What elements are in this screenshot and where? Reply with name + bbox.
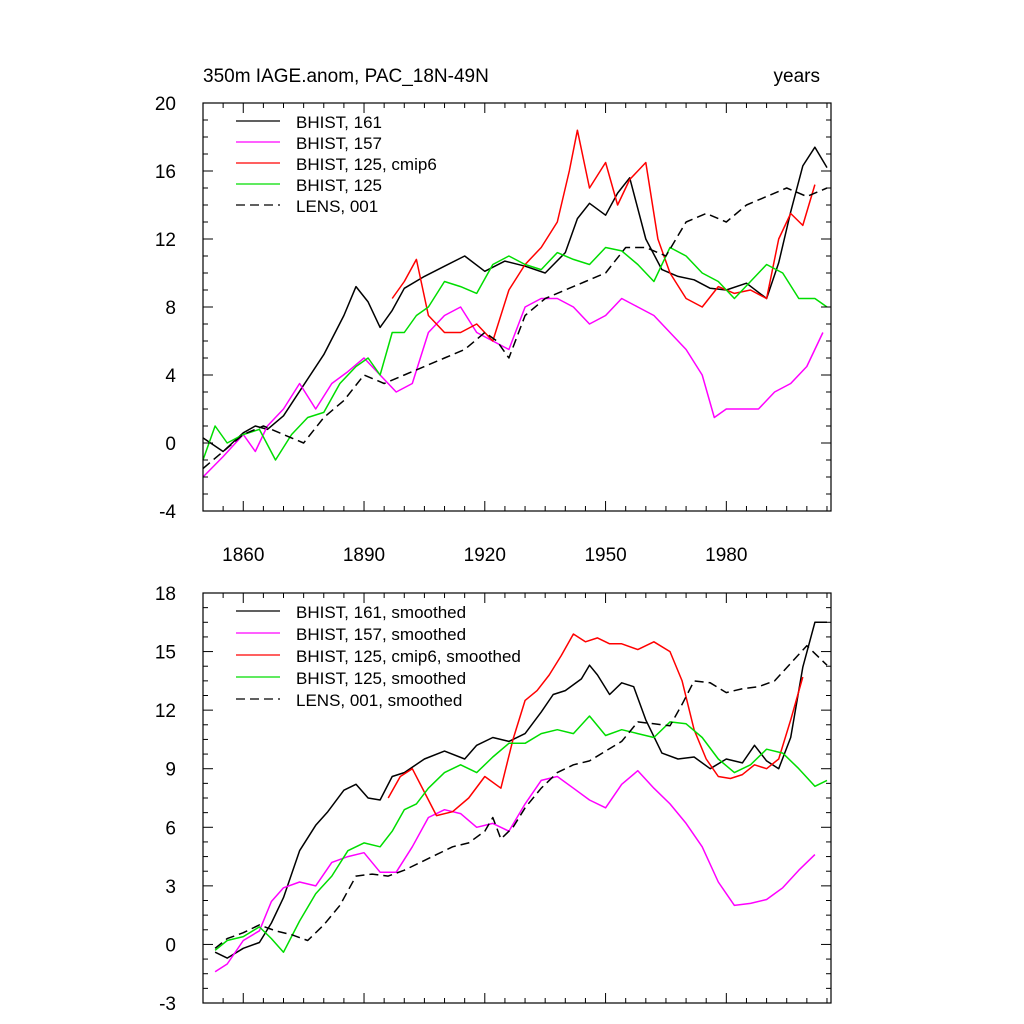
top-chart-title: 350m IAGE.anom, PAC_18N-49N bbox=[203, 66, 489, 87]
bottom-series-line-bhist-161-smoothed bbox=[214, 621, 827, 959]
bottom-legend-label: BHIST, 161, smoothed bbox=[296, 603, 466, 622]
top-legend: BHIST, 161 BHIST, 157 BHIST, 125, cmip6 … bbox=[236, 113, 437, 216]
top-x-tick-labels: 1860 1890 1920 1950 1980 bbox=[222, 545, 747, 566]
top-x-tick-label: 1980 bbox=[705, 545, 747, 566]
bottom-axis-ticks bbox=[203, 592, 831, 1004]
top-x-tick-label: 1950 bbox=[584, 545, 626, 566]
bottom-legend: BHIST, 161, smoothed BHIST, 157, smoothe… bbox=[236, 603, 521, 710]
top-axis-ticks bbox=[203, 102, 831, 512]
top-x-tick-label: 1890 bbox=[343, 545, 385, 566]
bottom-plot-area bbox=[202, 592, 832, 1004]
bottom-series-line-lens-001-smoothed bbox=[214, 644, 828, 949]
top-y-tick-label: 4 bbox=[165, 366, 176, 387]
top-y-tick-label: 12 bbox=[155, 230, 176, 251]
bottom-series-line-bhist-125-smoothed bbox=[214, 715, 828, 953]
top-series-line-bhist-157 bbox=[202, 297, 824, 478]
bottom-legend-label: BHIST, 157, smoothed bbox=[296, 625, 466, 644]
top-legend-label: BHIST, 157 bbox=[296, 134, 382, 153]
bottom-y-tick-label: 6 bbox=[165, 818, 176, 839]
top-series-line-bhist-125-cmip6 bbox=[391, 129, 816, 342]
top-y-tick-label: 0 bbox=[165, 434, 176, 455]
top-plot-area bbox=[202, 102, 832, 512]
bottom-series-line-bhist-125-cmip6-smoothed bbox=[387, 633, 804, 817]
bottom-series-line-bhist-157-smoothed bbox=[214, 769, 816, 973]
top-legend-label: BHIST, 125, cmip6 bbox=[296, 155, 437, 174]
top-y-tick-label: 20 bbox=[155, 94, 176, 115]
top-x-tick-label: 1920 bbox=[464, 545, 506, 566]
bottom-y-tick-label: 15 bbox=[155, 643, 176, 664]
top-chart-units-label: years bbox=[774, 66, 820, 87]
top-series-line-lens-001 bbox=[202, 187, 828, 470]
top-legend-label: LENS, 001 bbox=[296, 197, 378, 216]
bottom-panel: -3 0 3 6 9 12 15 18 BHIST, 161, smoothed… bbox=[155, 584, 832, 1015]
top-y-tick-label: 8 bbox=[165, 298, 176, 319]
bottom-y-tick-label: 9 bbox=[165, 760, 176, 781]
bottom-y-tick-label: 0 bbox=[165, 935, 176, 956]
bottom-legend-label: BHIST, 125, smoothed bbox=[296, 669, 466, 688]
top-y-tick-label: 16 bbox=[155, 162, 176, 183]
bottom-y-tick-label: -3 bbox=[159, 994, 176, 1015]
top-panel: 350m IAGE.anom, PAC_18N-49N years -4 0 4… bbox=[155, 66, 832, 566]
bottom-legend-label: BHIST, 125, cmip6, smoothed bbox=[296, 647, 521, 666]
bottom-y-tick-label: 12 bbox=[155, 701, 176, 722]
bottom-series-group bbox=[214, 621, 828, 973]
bottom-y-tick-labels: -3 0 3 6 9 12 15 18 bbox=[155, 584, 176, 1015]
top-x-tick-label: 1860 bbox=[222, 545, 264, 566]
top-y-tick-labels: -4 0 4 8 12 16 20 bbox=[155, 94, 177, 523]
top-legend-label: BHIST, 125 bbox=[296, 176, 382, 195]
bottom-y-tick-label: 3 bbox=[165, 877, 176, 898]
bottom-y-tick-label: 18 bbox=[155, 584, 176, 605]
top-series-group bbox=[202, 129, 828, 478]
top-series-line-bhist-161 bbox=[202, 146, 828, 453]
top-series-line-bhist-125 bbox=[202, 246, 828, 461]
bottom-legend-label: LENS, 001, smoothed bbox=[296, 691, 462, 710]
top-legend-label: BHIST, 161 bbox=[296, 113, 382, 132]
top-y-tick-label: -4 bbox=[159, 502, 176, 523]
